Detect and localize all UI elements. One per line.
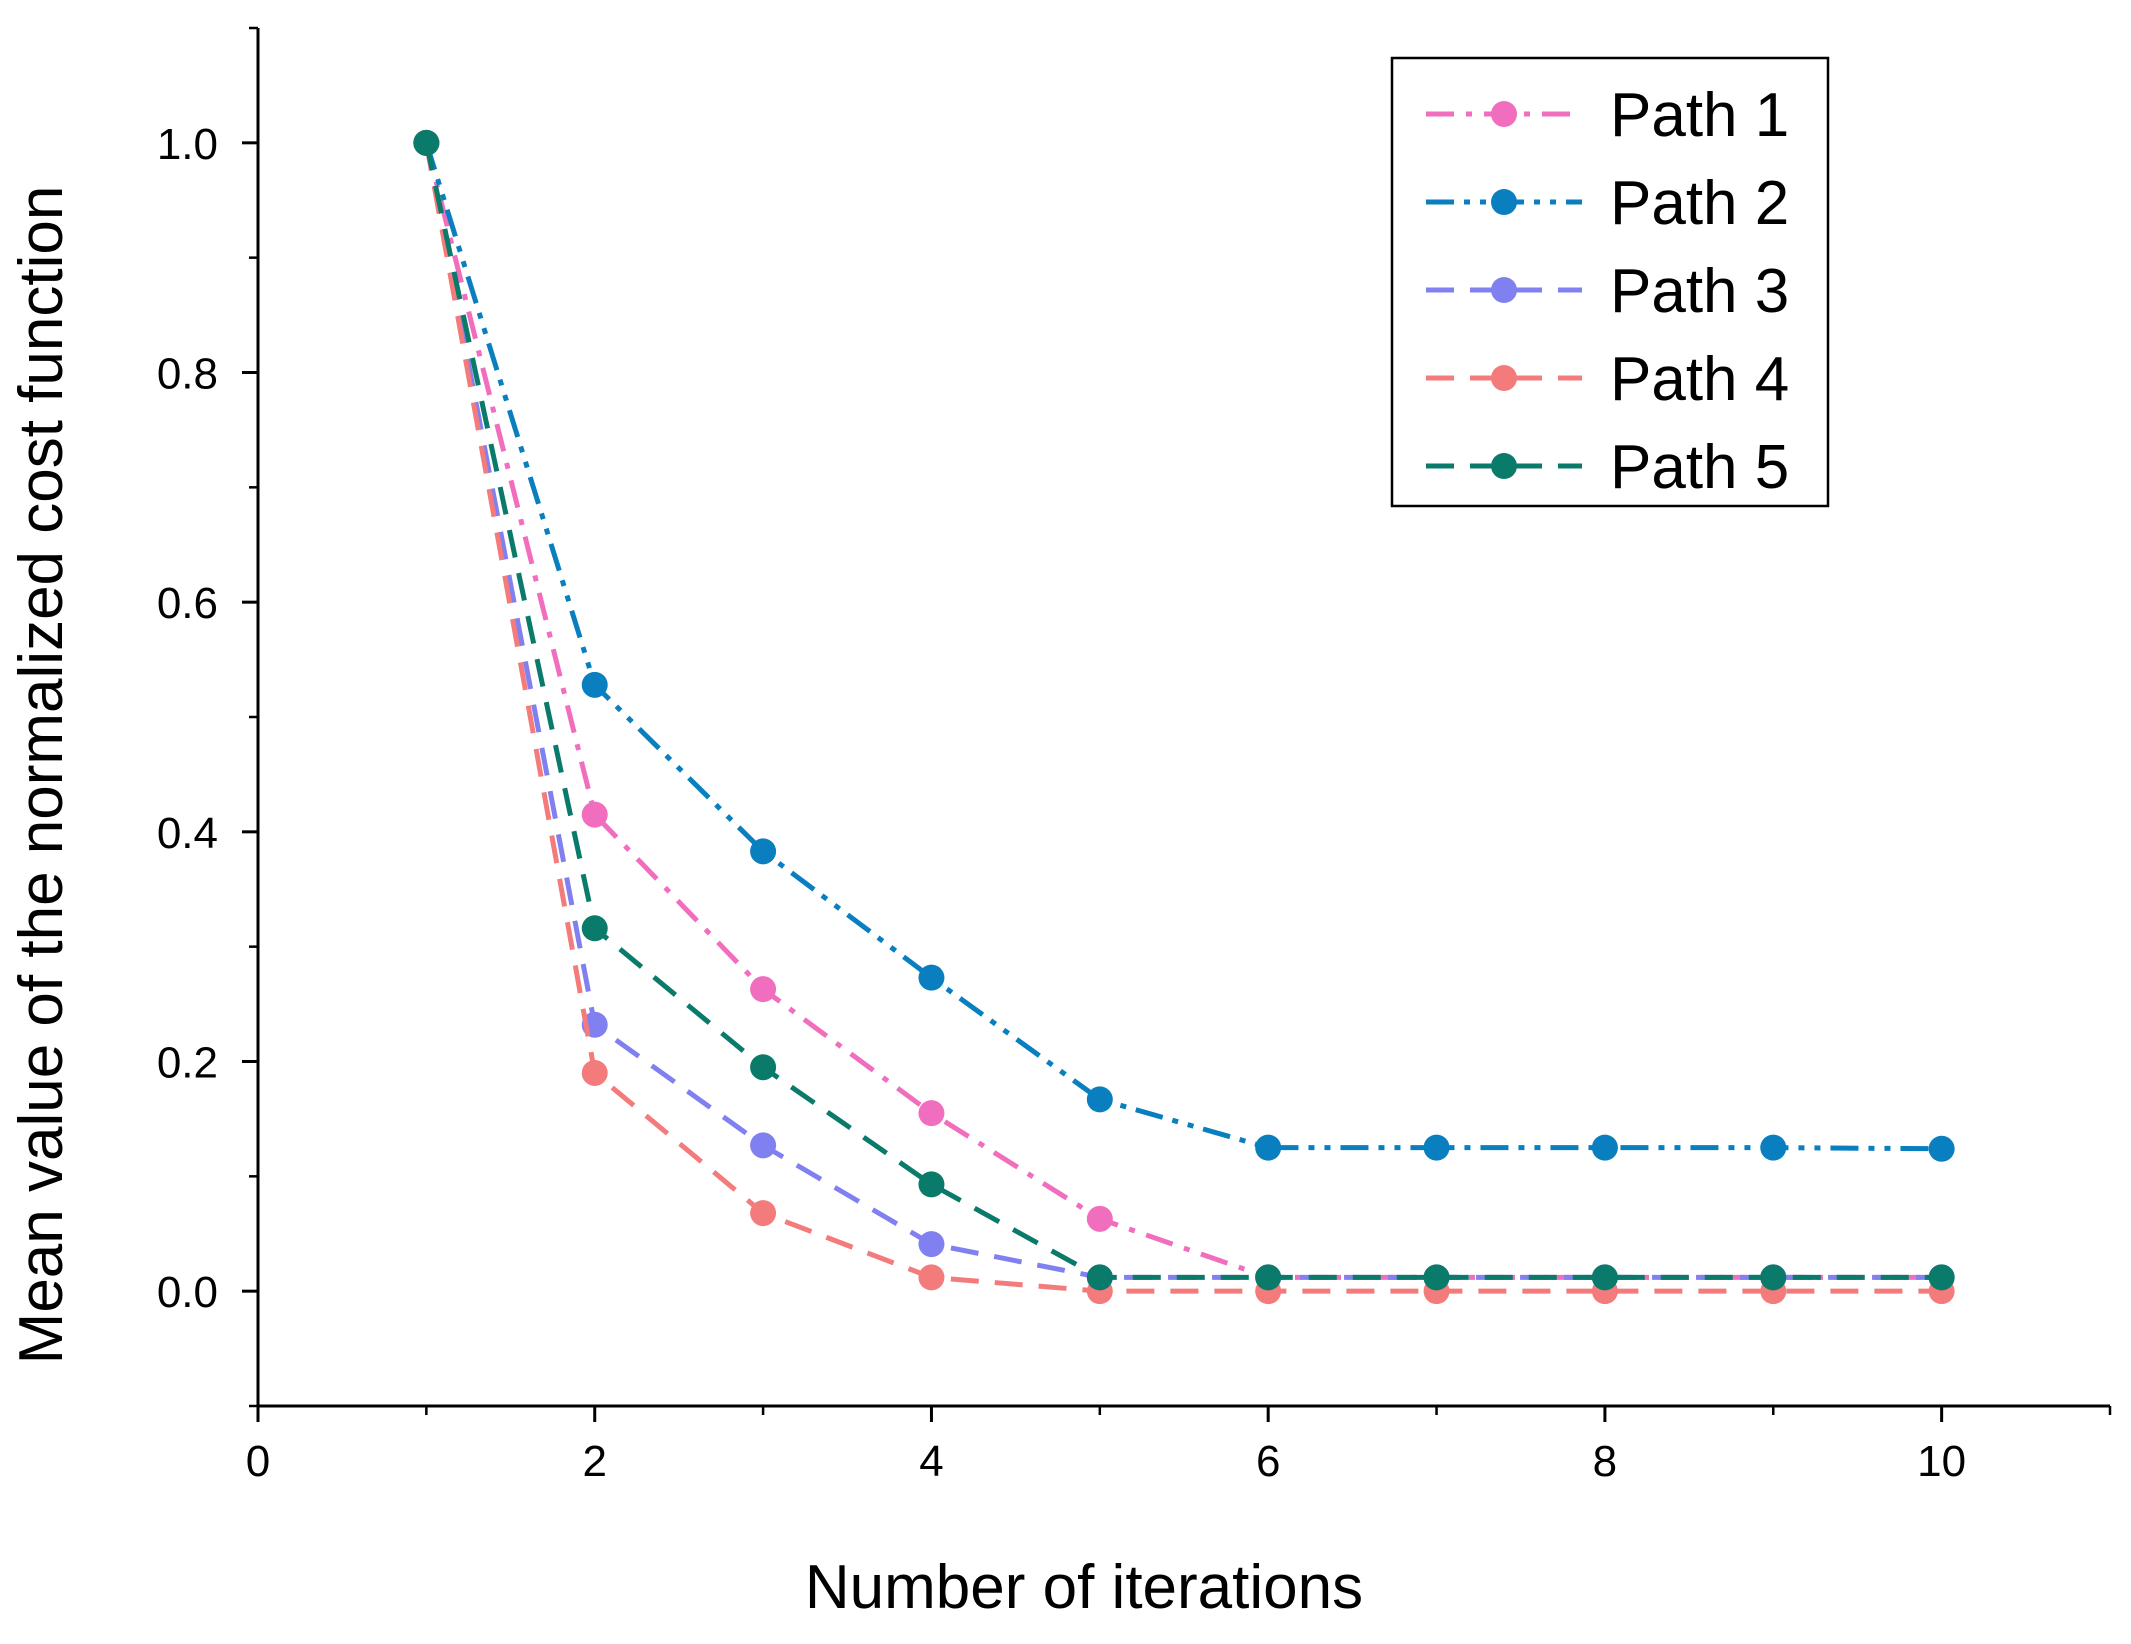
tick-labels: 0 2 4 6 8 10 0.0 0.2 0.4 0.6 0.8 1.0 [157, 120, 1966, 1486]
legend-swatch-marker [1491, 101, 1517, 127]
data-point [581, 1059, 608, 1086]
y-axis-label: Mean value of the normalized cost functi… [7, 186, 76, 1365]
series-line-5 [423, 142, 1942, 1280]
data-point [1928, 1264, 1955, 1291]
data-point [1423, 1134, 1450, 1161]
data-point [918, 1100, 945, 1127]
data-point [750, 838, 777, 865]
data-point [581, 801, 608, 828]
x-tick-label-3: 6 [1256, 1437, 1280, 1486]
data-point [1760, 1264, 1787, 1291]
series-line-2 [423, 142, 1942, 1152]
legend-item-3: Path 3 [1426, 257, 1789, 326]
data-point [1255, 1134, 1282, 1161]
data-point [1928, 1135, 1955, 1162]
series-line-4 [423, 142, 1942, 1294]
legend-swatch-marker [1491, 277, 1517, 303]
data-point [581, 915, 608, 942]
legend-label-5: Path 5 [1610, 433, 1789, 502]
data-point [918, 1171, 945, 1198]
legend-item-4: Path 4 [1426, 345, 1789, 414]
series-5 [413, 129, 1955, 1291]
legend-item-1: Path 1 [1426, 81, 1789, 150]
legend-label-4: Path 4 [1610, 345, 1789, 414]
data-point [1086, 1264, 1113, 1291]
tick-marks [242, 26, 2112, 1422]
y-tick-label-0: 0.0 [157, 1268, 218, 1317]
data-point [750, 1054, 777, 1081]
data-point [918, 964, 945, 991]
legend-swatch-marker [1491, 453, 1517, 479]
series-layer [413, 129, 1955, 1305]
legend-item-2: Path 2 [1426, 169, 1789, 238]
y-tick-label-4: 0.8 [157, 350, 218, 399]
y-tick-label-5: 1.0 [157, 120, 218, 169]
data-point [1591, 1134, 1618, 1161]
legend-swatch-marker [1491, 365, 1517, 391]
y-tick-label-2: 0.4 [157, 809, 218, 858]
y-tick-label-1: 0.2 [157, 1039, 218, 1088]
x-tick-label-1: 2 [582, 1437, 606, 1486]
data-point [1591, 1264, 1618, 1291]
data-point [1086, 1205, 1113, 1232]
x-tick-label-2: 4 [919, 1437, 943, 1486]
y-tick-label-3: 0.6 [157, 579, 218, 628]
legend-swatch-marker [1491, 189, 1517, 215]
data-point [1760, 1134, 1787, 1161]
data-point [918, 1231, 945, 1258]
legend-label-2: Path 2 [1610, 169, 1789, 238]
series-line-1 [423, 142, 1942, 1280]
data-point [750, 976, 777, 1003]
legend-item-5: Path 5 [1426, 433, 1789, 502]
x-tick-label-0: 0 [246, 1437, 270, 1486]
data-point [1423, 1264, 1450, 1291]
legend-label-3: Path 3 [1610, 257, 1789, 326]
data-point [1086, 1086, 1113, 1113]
x-axis-label: Number of iterations [805, 1553, 1363, 1622]
x-tick-label-5: 10 [1917, 1437, 1966, 1486]
data-point [413, 129, 440, 156]
data-point [1255, 1264, 1282, 1291]
legend-label-1: Path 1 [1610, 81, 1789, 150]
x-tick-label-4: 8 [1593, 1437, 1617, 1486]
data-point [918, 1264, 945, 1291]
data-point [750, 1132, 777, 1159]
data-point [581, 671, 608, 698]
legend: Path 1 Path 2 Path 3 Path 4 Path 5 [1390, 56, 1830, 508]
series-2 [413, 129, 1955, 1162]
legend-box [1390, 56, 1830, 508]
data-point [750, 1200, 777, 1227]
